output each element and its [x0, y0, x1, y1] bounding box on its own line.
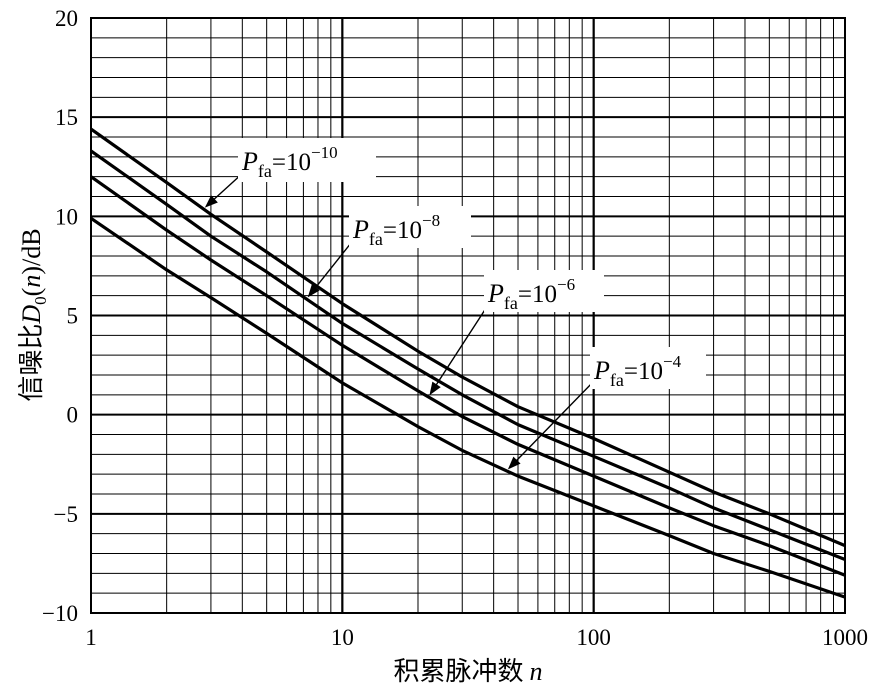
- annotation-arrowhead: [507, 456, 521, 470]
- series-line-1: [90, 149, 846, 561]
- y-tick-label: 20: [55, 6, 78, 31]
- annotation-label: Pfa=10−6: [487, 275, 575, 313]
- annotation-P: P: [487, 279, 504, 308]
- x-axis-label-text: 积累脉冲数: [393, 657, 523, 687]
- grid: [90, 17, 846, 614]
- annotation-exp: −4: [663, 352, 682, 371]
- annotation-sub: fa: [504, 293, 518, 313]
- annotation-sub: fa: [369, 229, 383, 249]
- y-axis-label-D: D: [17, 305, 46, 325]
- x-tick-label: 1000: [822, 625, 868, 650]
- y-tick-label: 0: [67, 403, 79, 428]
- annotation-sub: fa: [610, 370, 624, 390]
- x-tick-label: 10: [331, 625, 354, 650]
- y-axis-label-suffix: )/dB: [17, 228, 46, 274]
- y-tick-label: −10: [42, 601, 78, 626]
- annotation-arrowhead: [204, 195, 218, 208]
- annotation-box: [484, 270, 604, 312]
- annotation-arrow-line: [433, 301, 491, 388]
- y-axis-label-prefix: 信噪比: [17, 324, 47, 402]
- annotation-arrow-line: [513, 378, 597, 464]
- curves: [90, 127, 846, 599]
- annotation-arrowhead: [307, 284, 320, 298]
- annotation-box: [349, 206, 471, 248]
- annotation-exp: −10: [311, 143, 338, 162]
- annotation-eq: =10: [518, 281, 557, 308]
- plot-frame: [90, 17, 846, 614]
- annotation-label: Pfa=10−4: [593, 352, 682, 390]
- annotation-exp: −6: [557, 275, 575, 294]
- tick-labels: −10 −5 0 5 10 15 20 1 10 100 1000: [42, 6, 868, 650]
- y-axis-label-paren: (: [17, 288, 46, 297]
- x-axis-label-var: n: [530, 657, 543, 686]
- y-axis-label: 信噪比D0(n)/dB: [17, 228, 50, 401]
- y-tick-label: −5: [54, 502, 78, 527]
- annotation-P: P: [352, 215, 369, 244]
- annotation-label: Pfa=10−10: [241, 143, 338, 181]
- y-tick-label: 15: [55, 105, 78, 130]
- annotation-exp: −8: [422, 211, 440, 230]
- annotation-arrow-line: [312, 237, 356, 291]
- y-tick-label: 10: [55, 204, 78, 229]
- x-tick-label: 100: [576, 625, 611, 650]
- y-tick-label: 5: [67, 304, 79, 329]
- series-line-0: [90, 127, 846, 548]
- series-line-3: [90, 216, 846, 599]
- annotation-eq: =10: [624, 358, 663, 385]
- annotation-sub: fa: [258, 161, 272, 181]
- annotation-label: Pfa=10−8: [352, 211, 440, 249]
- annotation-P: P: [593, 356, 610, 385]
- y-axis-label-sub: 0: [31, 296, 50, 305]
- annotation-arrowhead: [429, 381, 441, 396]
- series-line-2: [90, 175, 846, 577]
- x-axis-label: 积累脉冲数 n: [393, 657, 542, 687]
- annotation-eq: =10: [272, 149, 311, 176]
- x-tick-label: 1: [85, 625, 97, 650]
- y-axis-label-n: n: [17, 275, 46, 288]
- annotation-P: P: [241, 147, 258, 176]
- annotation-box: [590, 347, 706, 389]
- annotation-box: [238, 138, 376, 182]
- annotation-eq: =10: [383, 217, 422, 244]
